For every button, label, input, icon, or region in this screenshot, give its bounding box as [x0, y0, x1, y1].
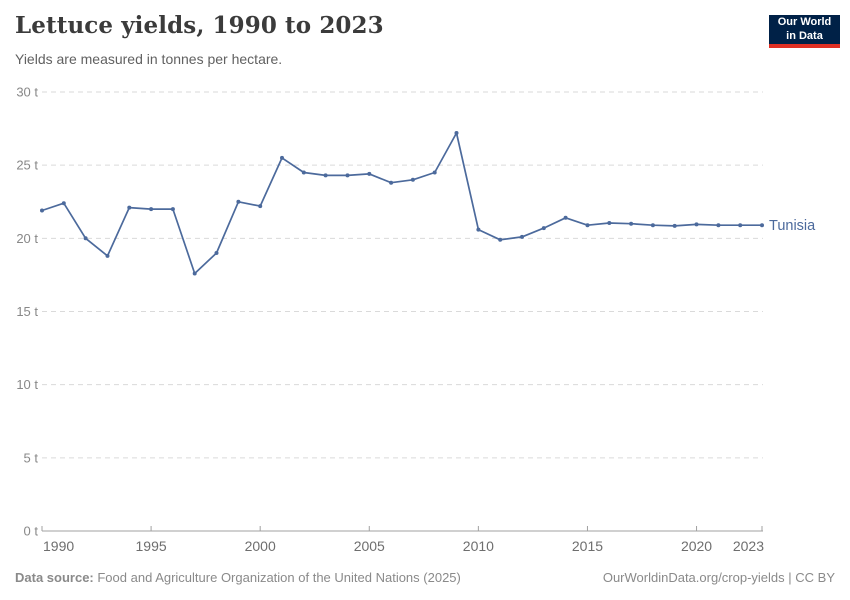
data-point[interactable]	[236, 199, 241, 204]
y-axis-tick-label: 30 t	[16, 85, 38, 100]
data-point[interactable]	[694, 222, 699, 227]
data-line-tunisia[interactable]	[41, 132, 763, 275]
data-point[interactable]	[629, 221, 634, 226]
logo-line2: in Data	[786, 29, 823, 42]
data-point[interactable]	[389, 180, 394, 185]
chart-subtitle: Yields are measured in tonnes per hectar…	[15, 51, 283, 67]
data-point[interactable]	[367, 171, 372, 176]
data-point[interactable]	[476, 227, 481, 232]
data-point[interactable]	[127, 205, 132, 210]
x-axis-tick-label: 2023	[733, 538, 764, 554]
data-source-label: Data source:	[15, 570, 94, 585]
y-axis-tick-label: 20 t	[16, 231, 38, 246]
y-axis-tick-label: 10 t	[16, 377, 38, 392]
data-point[interactable]	[650, 223, 655, 228]
footer-attribution[interactable]: OurWorldinData.org/crop-yields | CC BY	[602, 570, 835, 585]
data-point[interactable]	[83, 236, 88, 241]
data-point[interactable]	[258, 204, 263, 209]
data-point[interactable]	[170, 207, 175, 212]
data-source-text: Food and Agriculture Organization of the…	[93, 570, 461, 585]
data-point[interactable]	[280, 155, 284, 160]
data-point[interactable]	[738, 223, 743, 228]
data-point[interactable]	[541, 226, 546, 231]
data-point[interactable]	[716, 223, 721, 228]
data-point[interactable]	[40, 208, 44, 213]
data-point[interactable]	[323, 173, 328, 178]
data-point[interactable]	[61, 201, 66, 206]
x-axis-tick-label: 2015	[572, 538, 603, 554]
x-axis-tick-label: 2000	[245, 538, 276, 554]
page-title: Lettuce yields, 1990 to 2023	[15, 12, 384, 39]
chart-footer: Data source: Food and Agriculture Organi…	[15, 570, 835, 585]
logo-line1: Our World	[777, 15, 832, 28]
x-axis-tick-label: 1995	[136, 538, 167, 554]
y-axis-tick-label: 15 t	[16, 304, 38, 319]
data-point[interactable]	[301, 170, 306, 175]
y-axis-tick-label: 25 t	[16, 158, 38, 173]
x-axis-tick-label: 2020	[681, 538, 712, 554]
data-point[interactable]	[149, 207, 154, 212]
data-point[interactable]	[410, 177, 415, 182]
data-point[interactable]	[520, 234, 524, 239]
series-label-tunisia[interactable]: Tunisia	[769, 218, 816, 234]
data-point[interactable]	[760, 223, 764, 228]
data-point[interactable]	[192, 271, 197, 276]
data-source: Data source: Food and Agriculture Organi…	[15, 570, 461, 585]
data-point[interactable]	[432, 170, 437, 175]
x-axis-tick-label: 2010	[463, 538, 494, 554]
data-point[interactable]	[454, 131, 459, 135]
data-point[interactable]	[585, 223, 590, 228]
data-point[interactable]	[607, 221, 612, 225]
data-point[interactable]	[345, 173, 350, 178]
data-point[interactable]	[105, 253, 110, 258]
data-point[interactable]	[563, 215, 568, 220]
data-point[interactable]	[498, 237, 503, 242]
y-axis-tick-label: 0 t	[24, 524, 39, 539]
data-point[interactable]	[214, 251, 219, 255]
owid-logo[interactable]: Our World in Data	[769, 15, 840, 48]
x-axis-tick-label: 1990	[43, 538, 74, 554]
y-axis-tick-label: 5 t	[24, 450, 39, 465]
x-axis-tick-label: 2005	[354, 538, 385, 554]
data-point[interactable]	[672, 223, 677, 228]
